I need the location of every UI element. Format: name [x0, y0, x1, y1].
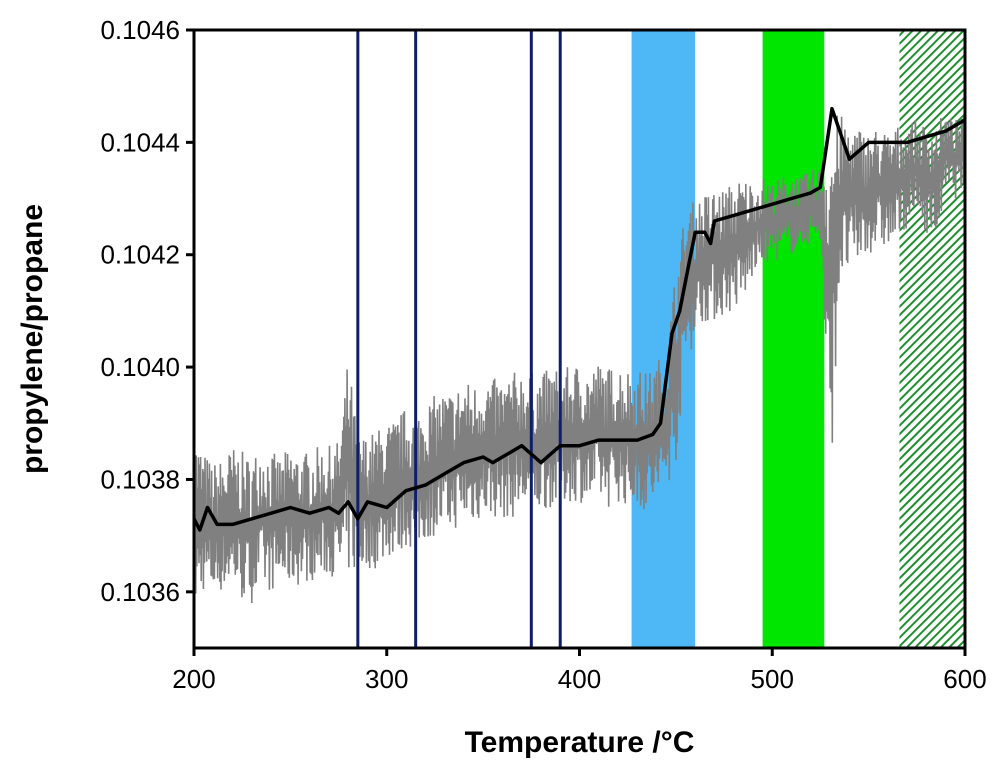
y-tick-label: 0.1036 — [100, 577, 180, 607]
smoothed-series-line — [194, 106, 965, 532]
ticks-layer: 200 300 400 500 600 0.1036 0.1038 0.1040 0.1042 0… — [100, 15, 986, 694]
band-2 — [899, 30, 965, 648]
x-tick-label: 300 — [365, 664, 408, 694]
y-tick-label: 0.1040 — [100, 352, 180, 382]
band-1 — [762, 30, 825, 648]
x-tick-label: 500 — [751, 664, 794, 694]
raw-series-line — [194, 115, 965, 604]
x-tick-label: 200 — [172, 664, 215, 694]
x-tick-label: 600 — [943, 664, 986, 694]
y-tick-label: 0.1042 — [100, 240, 180, 270]
x-tick-label: 400 — [558, 664, 601, 694]
y-axis-title: propylene/propane — [16, 204, 49, 474]
smoothed-series-layer — [194, 106, 965, 532]
band-0 — [631, 30, 696, 648]
y-tick-label: 0.1038 — [100, 464, 180, 494]
x-axis-title: Temperature /°C — [465, 726, 695, 759]
vertical-lines-layer — [356, 30, 562, 648]
raw-series-layer — [194, 115, 965, 604]
y-tick-label: 0.1046 — [100, 15, 180, 45]
y-tick-label: 0.1044 — [100, 127, 180, 157]
